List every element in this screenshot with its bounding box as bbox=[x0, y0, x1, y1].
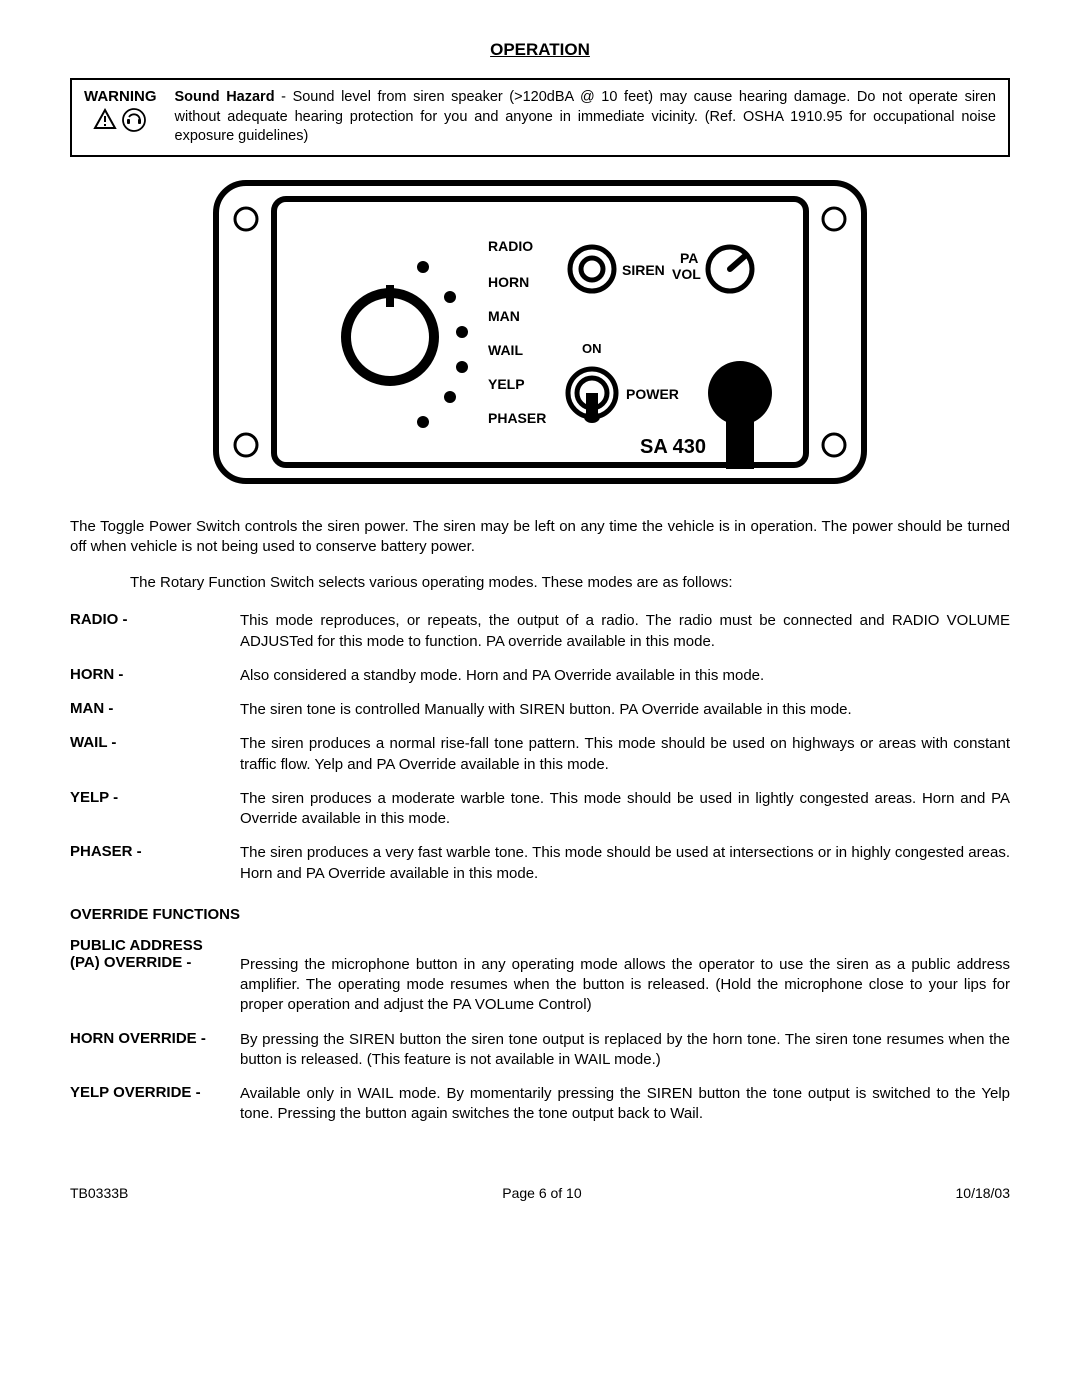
mode-row: HORN -Also considered a standby mode. Ho… bbox=[70, 666, 1010, 686]
warning-icons bbox=[84, 107, 157, 133]
alert-triangle-icon bbox=[93, 107, 117, 131]
warning-left: WARNING bbox=[84, 88, 157, 133]
intro-paragraph-2: The Rotary Function Switch selects vario… bbox=[130, 573, 1010, 593]
mode-row: WAIL -The siren produces a normal rise-f… bbox=[70, 734, 1010, 775]
svg-text:PA: PA bbox=[680, 250, 698, 266]
override-description: Pressing the microphone button in any op… bbox=[240, 937, 1010, 1016]
override-description: By pressing the SIREN button the siren t… bbox=[240, 1030, 1010, 1071]
svg-text:SA 430: SA 430 bbox=[640, 436, 706, 458]
override-label: HORN OVERRIDE - bbox=[70, 1030, 240, 1071]
warning-bold-lead: Sound Hazard bbox=[175, 89, 275, 105]
svg-text:YELP: YELP bbox=[488, 376, 525, 392]
footer-right: 10/18/03 bbox=[956, 1185, 1011, 1201]
override-row: HORN OVERRIDE -By pressing the SIREN but… bbox=[70, 1030, 1010, 1071]
svg-text:PHASER: PHASER bbox=[488, 410, 546, 426]
mode-label: WAIL - bbox=[70, 734, 240, 775]
svg-text:WAIL: WAIL bbox=[488, 342, 523, 358]
mode-label: RADIO - bbox=[70, 611, 240, 652]
page-title: OPERATION bbox=[70, 40, 1010, 60]
page-footer: TB0333B Page 6 of 10 10/18/03 bbox=[70, 1185, 1010, 1201]
mode-row: YELP -The siren produces a moderate warb… bbox=[70, 789, 1010, 830]
warning-body: - Sound level from siren speaker (>120dB… bbox=[175, 89, 997, 144]
svg-text:RADIO: RADIO bbox=[488, 238, 533, 254]
mode-description: This mode reproduces, or repeats, the ou… bbox=[240, 611, 1010, 652]
panel-svg: RADIO HORN MAN WAIL YELP PHASER SIREN PA… bbox=[210, 177, 870, 487]
mode-label: YELP - bbox=[70, 789, 240, 830]
override-label: PUBLIC ADDRESS(PA) OVERRIDE - bbox=[70, 937, 240, 1016]
svg-text:SIREN: SIREN bbox=[622, 262, 665, 278]
svg-text:VOL: VOL bbox=[672, 266, 701, 282]
intro-paragraph-1: The Toggle Power Switch controls the sir… bbox=[70, 517, 1010, 558]
footer-center: Page 6 of 10 bbox=[502, 1185, 581, 1201]
mode-description: The siren produces a very fast warble to… bbox=[240, 843, 1010, 884]
override-row: PUBLIC ADDRESS(PA) OVERRIDE -Pressing th… bbox=[70, 937, 1010, 1016]
mode-description: The siren produces a normal rise-fall to… bbox=[240, 734, 1010, 775]
mode-label: HORN - bbox=[70, 666, 240, 686]
mode-description: Also considered a standby mode. Horn and… bbox=[240, 666, 1010, 686]
overrides-list: PUBLIC ADDRESS(PA) OVERRIDE -Pressing th… bbox=[70, 937, 1010, 1125]
warning-box: WARNING Sound Hazard - Sound level from … bbox=[70, 78, 1010, 157]
mode-row: PHASER -The siren produces a very fast w… bbox=[70, 843, 1010, 884]
mode-label: MAN - bbox=[70, 700, 240, 720]
override-functions-title: OVERRIDE FUNCTIONS bbox=[70, 906, 1010, 923]
mode-row: RADIO -This mode reproduces, or repeats,… bbox=[70, 611, 1010, 652]
mode-description: The siren tone is controlled Manually wi… bbox=[240, 700, 1010, 720]
ear-protection-icon bbox=[121, 107, 147, 133]
mode-row: MAN -The siren tone is controlled Manual… bbox=[70, 700, 1010, 720]
svg-text:ON: ON bbox=[582, 341, 602, 356]
footer-left: TB0333B bbox=[70, 1185, 128, 1201]
warning-text: Sound Hazard - Sound level from siren sp… bbox=[175, 88, 997, 147]
svg-text:MAN: MAN bbox=[488, 308, 520, 324]
mode-description: The siren produces a moderate warble ton… bbox=[240, 789, 1010, 830]
mode-label: PHASER - bbox=[70, 843, 240, 884]
warning-label: WARNING bbox=[84, 88, 157, 105]
override-label: YELP OVERRIDE - bbox=[70, 1084, 240, 1125]
control-panel-diagram: RADIO HORN MAN WAIL YELP PHASER SIREN PA… bbox=[70, 177, 1010, 487]
svg-text:POWER: POWER bbox=[626, 386, 679, 402]
svg-text:HORN: HORN bbox=[488, 274, 529, 290]
modes-list: RADIO -This mode reproduces, or repeats,… bbox=[70, 611, 1010, 884]
override-row: YELP OVERRIDE -Available only in WAIL mo… bbox=[70, 1084, 1010, 1125]
override-description: Available only in WAIL mode. By momentar… bbox=[240, 1084, 1010, 1125]
